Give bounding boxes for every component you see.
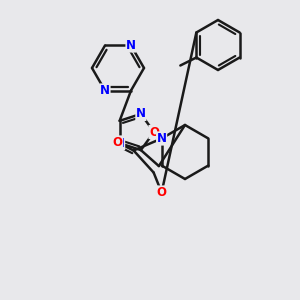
Text: O: O: [149, 125, 159, 139]
Text: N: N: [115, 137, 124, 150]
Text: N: N: [126, 39, 136, 52]
Text: N: N: [100, 84, 110, 97]
Text: N: N: [157, 132, 166, 145]
Text: N: N: [136, 107, 146, 120]
Text: O: O: [112, 136, 123, 149]
Text: O: O: [157, 186, 166, 199]
